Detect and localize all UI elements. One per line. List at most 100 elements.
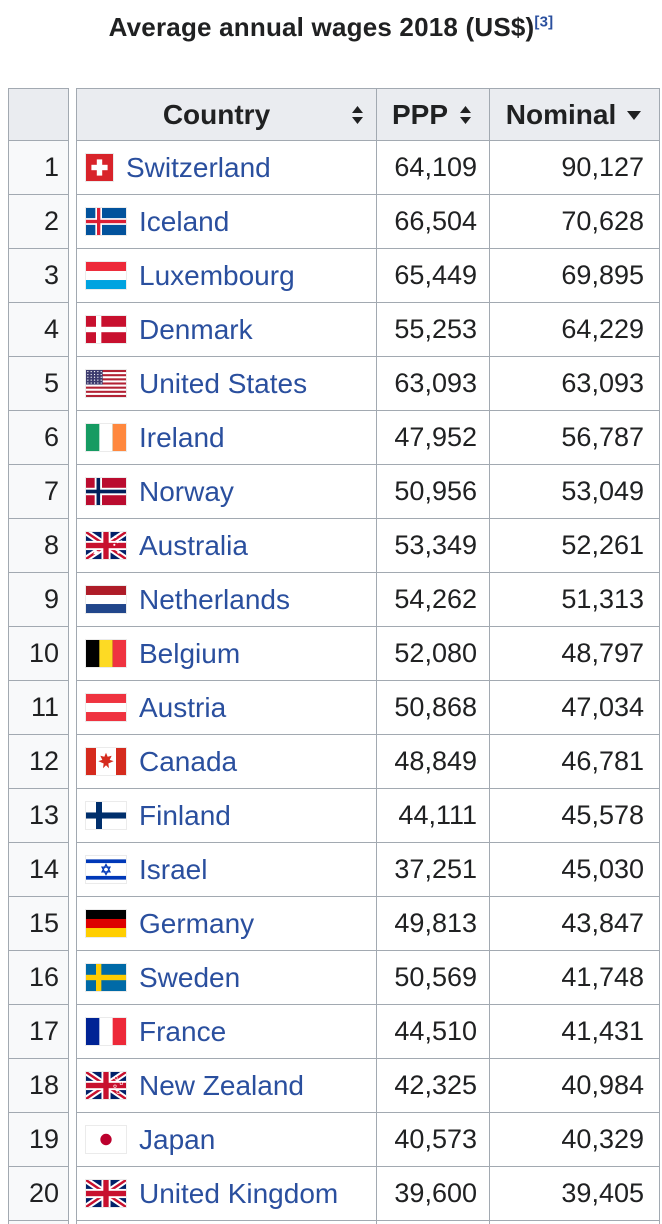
nominal-cell: 40,329	[489, 1112, 660, 1167]
rank-row: 6	[8, 410, 69, 465]
country-link[interactable]: New Zealand	[139, 1069, 304, 1101]
page-title: Average annual wages 2018 (US$)[3]	[0, 12, 662, 43]
country-cell-content: France	[86, 1016, 375, 1048]
country-cell: United Kingdom	[76, 1166, 377, 1221]
ppp-cell: 49,813	[376, 896, 490, 951]
nominal-cell: 70,628	[489, 194, 660, 249]
ppp-cell: 48,849	[376, 734, 490, 789]
flag-icon-sweden	[86, 964, 126, 991]
flag-icon-australia	[86, 532, 126, 559]
country-link[interactable]: United Kingdom	[139, 1177, 339, 1209]
country-cell: Netherlands	[76, 572, 377, 627]
ppp-cell: 54,262	[376, 572, 490, 627]
country-link[interactable]: Germany	[139, 907, 255, 939]
country-link[interactable]: United States	[139, 367, 308, 399]
column-header-nominal[interactable]: Nominal	[489, 88, 660, 141]
ppp-cell: 52,080	[376, 626, 490, 681]
country-link[interactable]: Canada	[139, 745, 238, 777]
sort-descending-icon[interactable]	[625, 109, 643, 121]
rank-cell: 7	[8, 464, 69, 519]
table-row: Austria 50,868 47,034	[76, 680, 660, 735]
reference-link[interactable]: [3]	[534, 13, 554, 31]
country-link[interactable]: Japan	[139, 1123, 216, 1155]
country-cell: Switzerland	[76, 140, 377, 195]
table-row: United States 63,093 63,093	[76, 356, 660, 411]
rank-cell: 16	[8, 950, 69, 1005]
rank-cell	[8, 1220, 69, 1224]
table-row: France 44,510 41,431	[76, 1004, 660, 1059]
nominal-cell: 46,781	[489, 734, 660, 789]
page-title-text: Average annual wages 2018 (US$)	[108, 12, 535, 42]
rank-cell: 8	[8, 518, 69, 573]
table-row: United Kingdom 39,600 39,405	[76, 1166, 660, 1221]
table-row: Sweden 50,569 41,748	[76, 950, 660, 1005]
country-cell: New Zealand	[76, 1058, 377, 1113]
country-cell-content: Austria	[86, 692, 375, 724]
country-cell-content: Netherlands	[86, 584, 375, 616]
ppp-cell: 66,504	[376, 194, 490, 249]
table-row: Belgium 52,080 48,797	[76, 626, 660, 681]
sort-both-icon[interactable]	[457, 104, 474, 126]
country-cell-content: United States	[86, 368, 375, 400]
column-header-country[interactable]: Country	[76, 88, 377, 141]
country-link[interactable]: Luxembourg	[139, 259, 295, 291]
ppp-cell: 50,868	[376, 680, 490, 735]
nominal-cell: 39,405	[489, 1166, 660, 1221]
country-link[interactable]: Austria	[139, 691, 227, 723]
country-cell-content: Denmark	[86, 314, 375, 346]
country-cell: Germany	[76, 896, 377, 951]
nominal-cell: 41,748	[489, 950, 660, 1005]
country-link[interactable]: Belgium	[139, 637, 241, 669]
country-cell-content: Sweden	[86, 962, 375, 994]
country-cell	[76, 1220, 377, 1224]
flag-icon-new-zealand	[86, 1072, 126, 1099]
flag-icon-denmark	[86, 316, 126, 343]
nominal-header-label: Nominal	[505, 98, 617, 130]
country-cell-content: Germany	[86, 908, 375, 940]
wages-table-body: Switzerland 64,109 90,127 Iceland 66,504 70,6…	[76, 140, 660, 1224]
table-row: Israel 37,251 45,030	[76, 842, 660, 897]
ppp-cell: 50,569	[376, 950, 490, 1005]
flag-icon-united-states	[86, 370, 126, 397]
rank-row: 4	[8, 302, 69, 357]
ppp-cell: 55,253	[376, 302, 490, 357]
country-link[interactable]: Norway	[139, 475, 234, 507]
country-link[interactable]: Ireland	[139, 421, 225, 453]
flag-icon-israel	[86, 856, 126, 883]
rank-row: 10	[8, 626, 69, 681]
country-cell: Austria	[76, 680, 377, 735]
ppp-cell: 50,956	[376, 464, 490, 519]
column-header-ppp[interactable]: PPP	[376, 88, 490, 141]
country-link[interactable]: Australia	[139, 529, 248, 561]
country-cell-content: Luxembourg	[86, 260, 375, 292]
country-cell: Iceland	[76, 194, 377, 249]
country-link[interactable]: Netherlands	[139, 583, 290, 615]
country-link[interactable]: France	[139, 1015, 227, 1047]
rank-header-row	[8, 88, 69, 141]
rank-row: 14	[8, 842, 69, 897]
table-row: Canada 48,849 46,781	[76, 734, 660, 789]
rank-row: 18	[8, 1058, 69, 1113]
country-cell-content: Norway	[86, 476, 375, 508]
rank-cell: 20	[8, 1166, 69, 1221]
ppp-cell: 40,573	[376, 1112, 490, 1167]
country-link[interactable]: Denmark	[139, 313, 253, 345]
ppp-cell: 44,510	[376, 1004, 490, 1059]
table-row: Luxembourg 65,449 69,895	[76, 248, 660, 303]
country-cell-content: Japan	[86, 1124, 375, 1156]
table-row: Finland 44,111 45,578	[76, 788, 660, 843]
country-link[interactable]: Israel	[139, 853, 208, 885]
sort-both-icon[interactable]	[349, 104, 366, 126]
rank-row: 2	[8, 194, 69, 249]
rank-row: 20	[8, 1166, 69, 1221]
country-cell-content: Israel	[86, 854, 375, 886]
rank-table: 1 2 3 4 5 6 7 8 9 10 11 12 13 14 15 16 17 18 19 20	[8, 88, 69, 1224]
country-link[interactable]: Sweden	[139, 961, 241, 993]
country-link[interactable]: Finland	[139, 799, 231, 831]
rank-row: 17	[8, 1004, 69, 1059]
rank-cell: 5	[8, 356, 69, 411]
nominal-cell: 90,127	[489, 140, 660, 195]
country-link[interactable]: Iceland	[139, 205, 230, 237]
country-link[interactable]: Switzerland	[126, 151, 271, 183]
